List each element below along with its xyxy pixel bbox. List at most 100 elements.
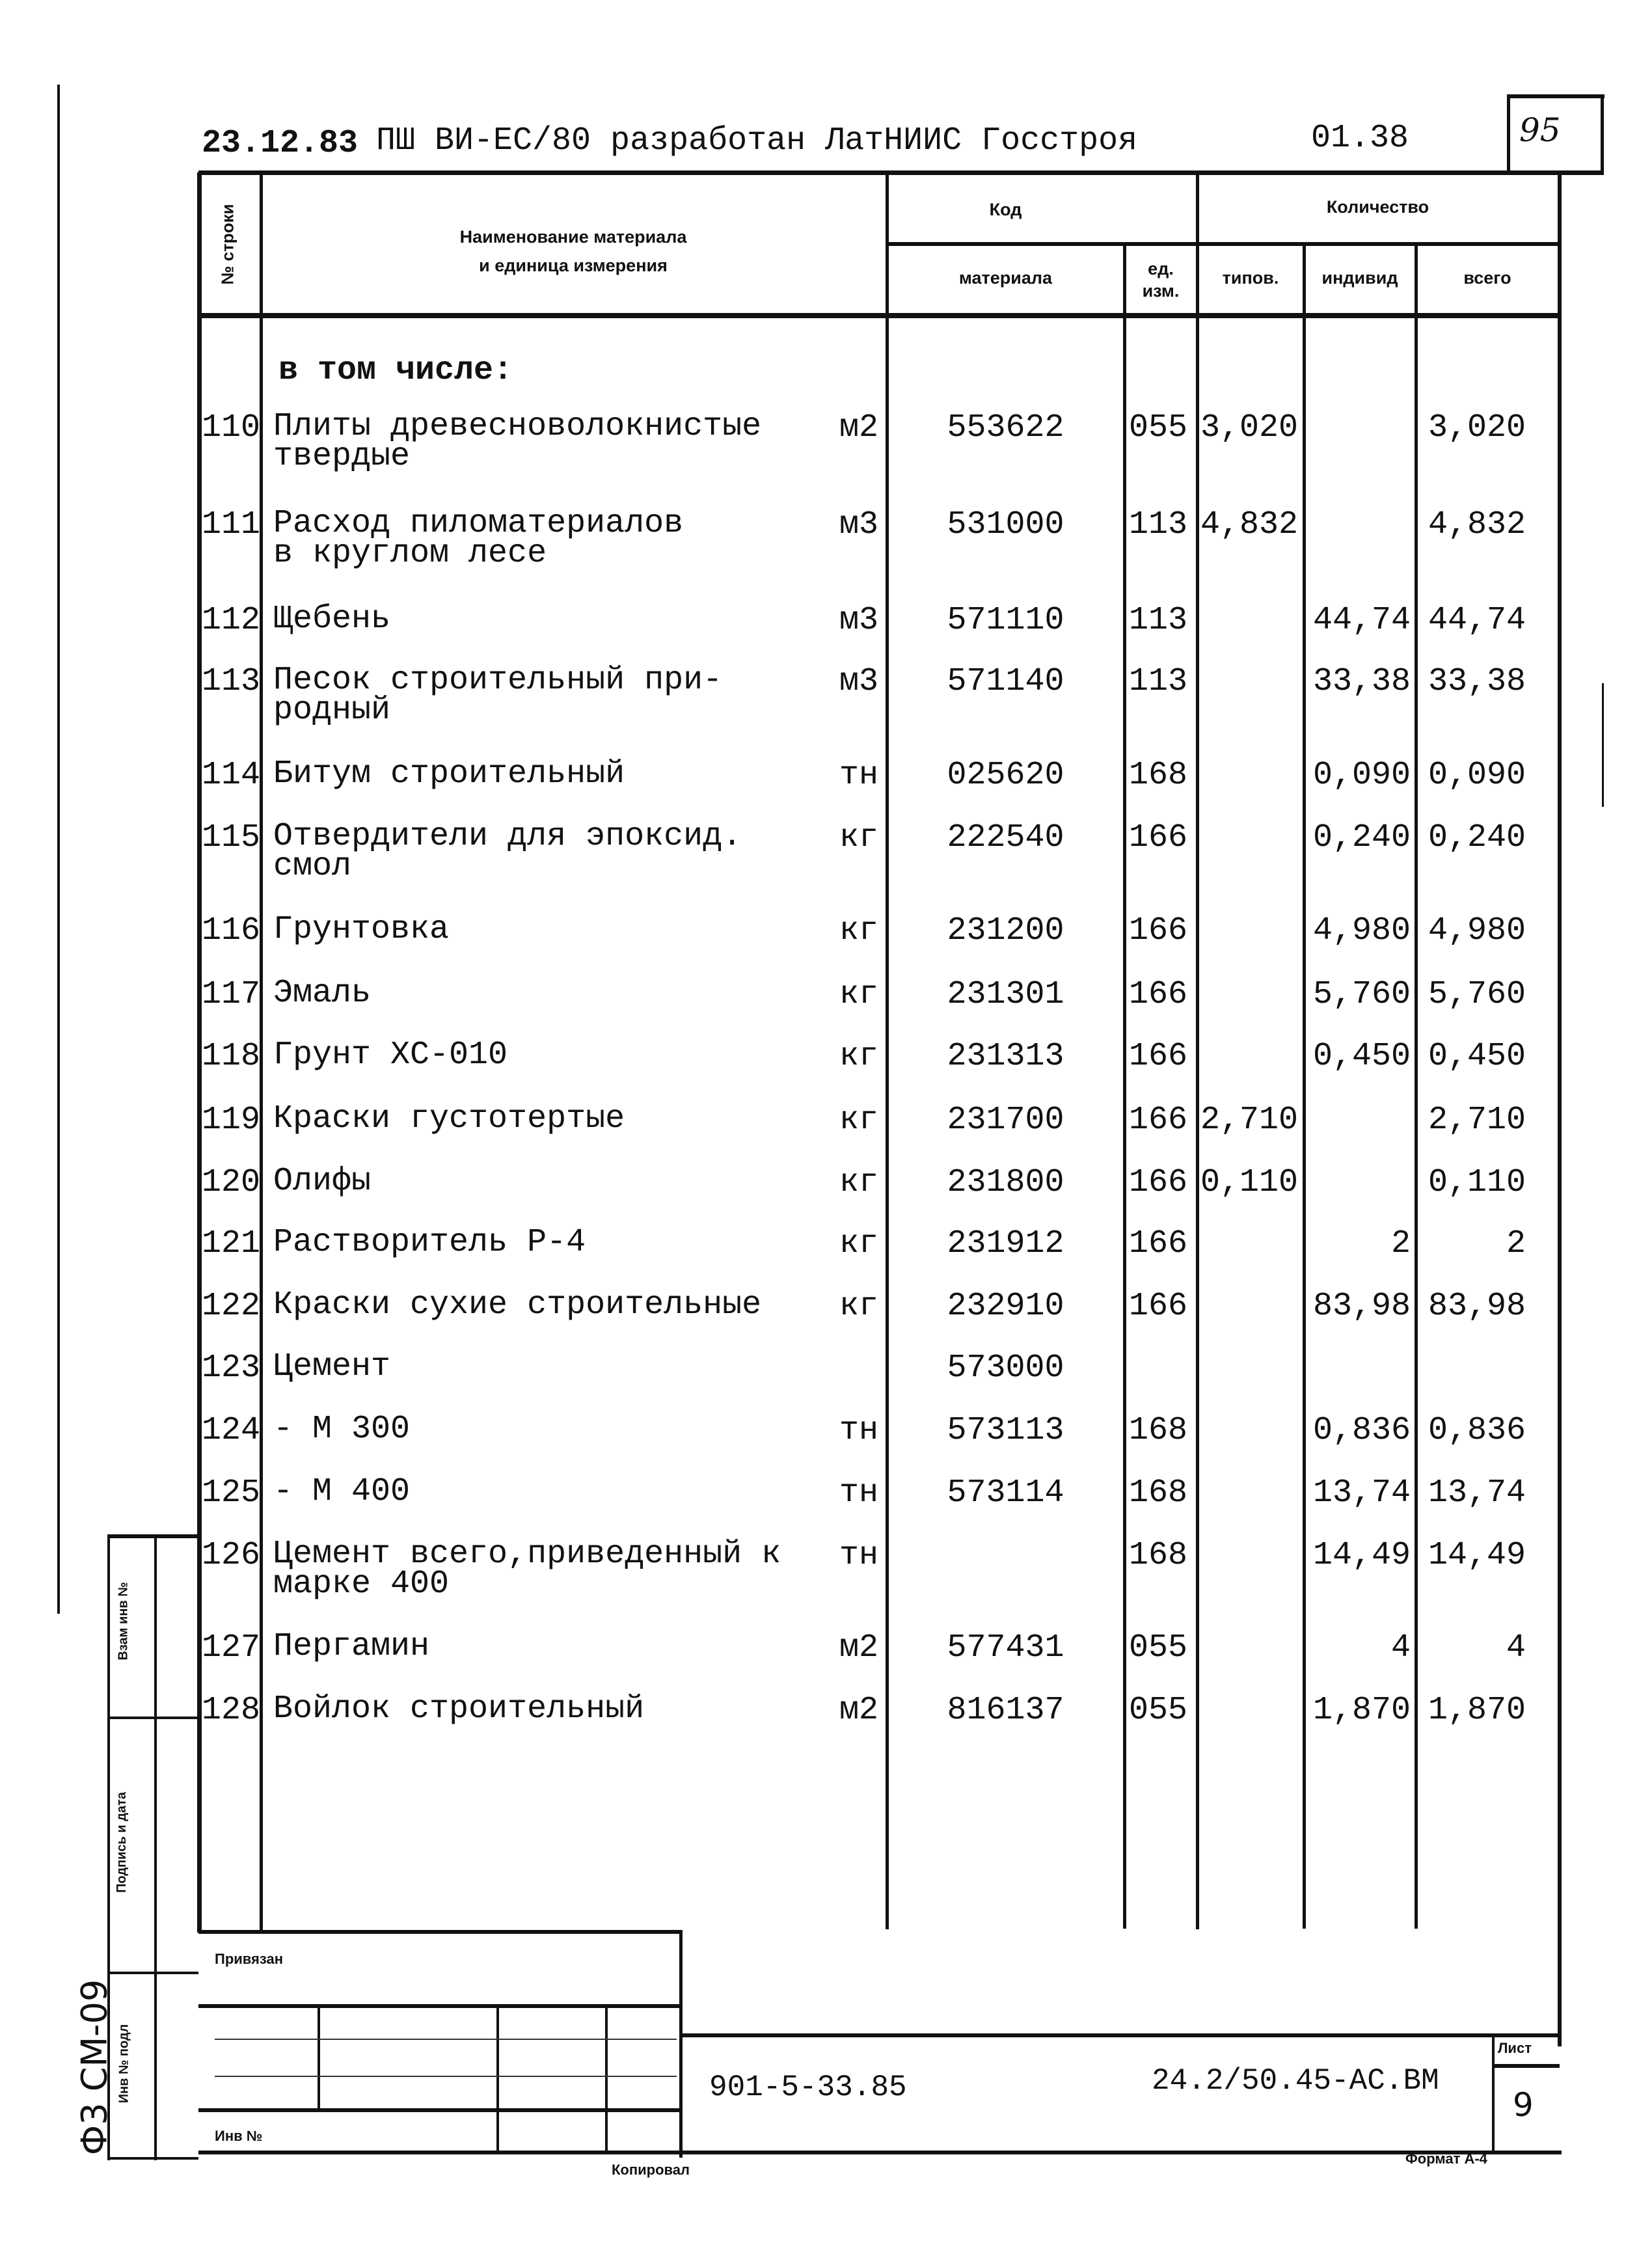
row-number: 125 [202, 1474, 261, 1512]
qty-total: 83,98 [1428, 1288, 1526, 1325]
material-name: Битум строительный [273, 755, 625, 793]
material-name: Краски сухие строительные [273, 1286, 762, 1324]
row-number: 118 [202, 1038, 261, 1075]
unit: кг [839, 1225, 878, 1262]
row-number: 115 [202, 819, 261, 856]
unit: кг [839, 1102, 878, 1139]
qty-individual: 14,49 [1312, 1537, 1411, 1574]
unit-code: 166 [1129, 1102, 1188, 1139]
material-name: Песок строительный при- родный [273, 662, 723, 729]
col-total: всего [1463, 268, 1511, 288]
qty-individual: 1,870 [1312, 1692, 1411, 1729]
attached-label: Привязан [215, 1951, 284, 1967]
qty-total: 2,710 [1428, 1102, 1526, 1139]
material-code: 571140 [947, 663, 1064, 700]
qty-individual: 33,38 [1312, 663, 1411, 700]
qty-total: 0,240 [1428, 819, 1526, 856]
material-name: Войлок строительный [273, 1690, 645, 1728]
unit: кг [839, 912, 878, 949]
unit-code: 055 [1129, 1692, 1188, 1729]
material-name: Растворитель Р-4 [273, 1224, 586, 1261]
row-number: 110 [202, 409, 261, 446]
material-code: 816137 [947, 1692, 1064, 1729]
col-code-group: Код [989, 200, 1022, 219]
unit: м2 [839, 1692, 878, 1729]
material-code: 231700 [947, 1102, 1064, 1139]
qty-total: 4 [1506, 1629, 1526, 1666]
material-code: 573000 [947, 1350, 1064, 1387]
qty-typical: 2,710 [1200, 1102, 1299, 1139]
qty-total: 0,110 [1428, 1164, 1526, 1201]
qty-total: 5,760 [1428, 976, 1526, 1013]
col-typical: типов. [1222, 268, 1279, 288]
material-name: - М 300 [273, 1411, 411, 1448]
material-code: 573114 [947, 1474, 1064, 1512]
qty-individual: 13,74 [1312, 1474, 1411, 1512]
unit-code: 166 [1129, 819, 1188, 856]
header-date: 23.12.83 [202, 125, 359, 162]
material-name: Краски густотертые [273, 1100, 625, 1137]
qty-individual: 4,980 [1312, 912, 1411, 949]
unit-code: 166 [1129, 912, 1188, 949]
qty-individual: 0,450 [1312, 1038, 1411, 1075]
material-name: Расход пиломатериалов в круглом лесе [273, 505, 684, 572]
header-title: ПШ ВИ-ЕС/80 разработан ЛатНИИС Госстроя [376, 122, 1138, 159]
material-code: 553622 [947, 409, 1064, 446]
qty-individual: 2 [1390, 1225, 1411, 1262]
material-code: 531000 [947, 506, 1064, 543]
binding-line [57, 85, 60, 1614]
qty-total: 2 [1506, 1225, 1526, 1262]
material-name: Эмаль [273, 975, 372, 1012]
qty-total: 33,38 [1428, 663, 1526, 700]
qty-total: 0,836 [1428, 1412, 1526, 1449]
qty-total: 14,49 [1428, 1537, 1526, 1574]
unit-code: 113 [1129, 602, 1188, 639]
unit: тн [839, 1474, 878, 1512]
unit: м2 [839, 409, 878, 446]
material-name: Цемент всего,приведенный к марке 400 [273, 1536, 781, 1603]
original-inv-label: Инв № подл [116, 2024, 131, 2104]
unit-code: 168 [1129, 757, 1188, 794]
unit: тн [839, 1537, 878, 1574]
unit-code: 168 [1129, 1537, 1188, 1574]
material-name: Отвердители для эпоксид. смол [273, 818, 742, 885]
unit-code: 113 [1129, 506, 1188, 543]
unit-code: 166 [1129, 1225, 1188, 1262]
unit: тн [839, 757, 878, 794]
row-number: 127 [202, 1629, 261, 1666]
col-material: материала [958, 268, 1053, 288]
row-number: 111 [202, 506, 261, 543]
inv-no-label: Инв № [215, 2128, 263, 2144]
material-code: 222540 [947, 819, 1064, 856]
material-code: 025620 [947, 757, 1064, 794]
sign-date-label: Подпись и дата [114, 1792, 129, 1893]
qty-total: 13,74 [1428, 1474, 1526, 1512]
right-margin-mark [1602, 683, 1604, 807]
material-code: 231301 [947, 976, 1064, 1013]
qty-total: 0,090 [1428, 757, 1526, 794]
qty-individual: 0,836 [1312, 1412, 1411, 1449]
section-label: в том числе: [278, 352, 513, 389]
qty-total: 4,980 [1428, 912, 1526, 949]
unit: кг [839, 1288, 878, 1325]
unit-code: 166 [1129, 1164, 1188, 1201]
material-code: 231912 [947, 1225, 1064, 1262]
unit-code: 113 [1129, 663, 1188, 700]
qty-typical: 0,110 [1200, 1164, 1299, 1201]
page-box-right [1601, 94, 1604, 172]
col-row-no: № строки [217, 204, 237, 285]
material-name: Грунтовка [273, 911, 450, 948]
row-number: 124 [202, 1412, 261, 1449]
qty-total: 1,870 [1428, 1692, 1526, 1729]
unit: кг [839, 819, 878, 856]
qty-individual: 0,240 [1312, 819, 1411, 856]
unit-code: 055 [1129, 1629, 1188, 1666]
unit-code: 055 [1129, 409, 1188, 446]
qty-total: 0,450 [1428, 1038, 1526, 1075]
unit-code: 168 [1129, 1474, 1188, 1512]
qty-typical: 3,020 [1200, 409, 1299, 446]
col-name: Наименование материала и единица измерен… [459, 227, 687, 275]
page-box-top [1507, 94, 1605, 98]
copied-label: Копировал [612, 2162, 690, 2178]
col-unit-code: ед. изм. [1142, 259, 1180, 301]
